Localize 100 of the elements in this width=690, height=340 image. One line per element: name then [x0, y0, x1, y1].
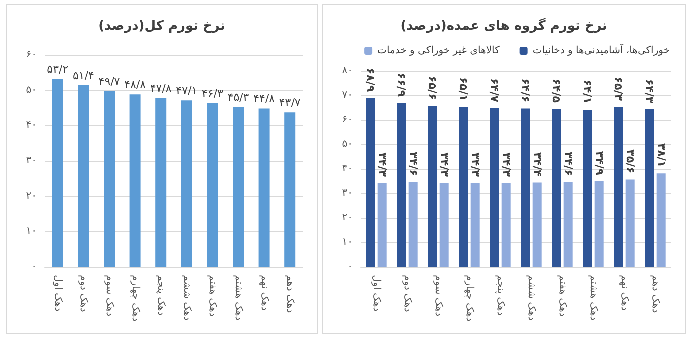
- bar: [408, 182, 418, 267]
- y-tick-label: ۱۰: [342, 237, 353, 248]
- y-tick-label: ۳۰: [26, 156, 37, 166]
- bar: [284, 112, 296, 267]
- bar: [532, 182, 542, 267]
- y-tick-label: ۸۰: [342, 66, 353, 76]
- bar: [521, 108, 530, 267]
- bar: [564, 182, 573, 267]
- bar: [397, 103, 406, 267]
- x-tick-label: دهک پنجم: [156, 275, 167, 316]
- bar: [52, 79, 64, 267]
- chart-title: نرخ تورم کل(درصد): [98, 19, 226, 34]
- x-tick-label: دهک اول: [371, 275, 382, 312]
- data-label: ۳۸/۱: [654, 143, 668, 168]
- data-label: ۴۷/۸: [150, 82, 172, 96]
- bar: [366, 98, 376, 267]
- y-tick-label: ۴۰: [26, 120, 37, 132]
- data-label: ۶۶/۹: [395, 72, 408, 98]
- data-label: ۶۸/۹: [364, 68, 378, 92]
- y-tick-label: ۷۰: [342, 90, 353, 101]
- y-tick-label: ۱۰: [26, 226, 37, 238]
- bar: [181, 100, 192, 267]
- x-tick-label: دهک ششم: [526, 275, 537, 321]
- data-label: ۳۴/۴: [530, 152, 544, 177]
- data-label: ۶۵/۶: [426, 76, 440, 100]
- x-tick-label: دهک دهم: [650, 275, 661, 314]
- bar: [104, 91, 115, 267]
- y-tick-label: ۰: [32, 262, 37, 272]
- bar: [156, 98, 167, 267]
- data-label: ۳۴/۹: [592, 151, 606, 176]
- bar: [490, 108, 500, 267]
- y-tick-label: ۴۰: [342, 164, 353, 174]
- data-label: ۳۴/۳: [438, 152, 451, 178]
- x-tick-label: دهک دهم: [284, 275, 296, 314]
- x-tick-label: دهک هشتم: [588, 275, 599, 321]
- y-tick-label: ۲۰: [342, 212, 353, 224]
- data-label: ۶۴/۷: [488, 78, 502, 103]
- data-label: ۴۵/۳: [228, 90, 250, 104]
- data-label: ۵۱/۴: [72, 69, 95, 82]
- x-tick-label: دهک هشتم: [233, 275, 244, 321]
- bar: [552, 108, 562, 267]
- y-tick-label: ۶۰: [342, 114, 353, 126]
- x-tick-label: دهک اول: [52, 275, 64, 312]
- data-label: ۴۳/۷: [279, 96, 301, 110]
- data-label: ۴۹/۷: [98, 75, 120, 88]
- data-label: ۳۴/۳: [468, 152, 482, 178]
- bar: [459, 108, 468, 267]
- bar: [130, 94, 141, 267]
- data-label: ۶۴/۵: [550, 78, 564, 104]
- data-label: ۴۸/۸: [124, 78, 146, 92]
- bar: [656, 174, 666, 267]
- x-tick-label: دهک نهم: [619, 275, 630, 311]
- y-tick-label: ۵۰: [26, 84, 37, 96]
- bar: [207, 103, 218, 267]
- data-label: ۶۴/۱: [581, 80, 594, 104]
- data-label: ۳۴/۳: [500, 152, 513, 178]
- y-tick-label: ۶۰: [26, 50, 37, 60]
- data-label: ۳۴/۳: [376, 152, 389, 178]
- x-tick-label: دهک هفتم: [557, 275, 568, 317]
- y-tick-label: ۰: [348, 262, 353, 272]
- bar: [645, 109, 654, 267]
- data-label: ۶۵/۳: [612, 76, 626, 102]
- y-tick-label: ۳۰: [342, 188, 353, 199]
- x-tick-label: دهک سوم: [433, 275, 444, 317]
- x-tick-label: دهک سوم: [104, 275, 115, 317]
- legend-label: خوراکی‌ها، آشامیدنی‌ها و دخانیات: [532, 44, 670, 56]
- bar: [470, 182, 480, 267]
- bar: [440, 182, 449, 267]
- x-tick-label: دهک دوم: [78, 275, 90, 312]
- y-tick-label: ۵۰: [342, 139, 353, 150]
- bar: [626, 180, 635, 267]
- bar: [583, 110, 592, 267]
- bar: [614, 107, 624, 267]
- chart-title: نرخ تورم گروه های عمده(درصد): [400, 18, 608, 34]
- data-label: ۴۶/۳: [202, 87, 224, 100]
- data-label: ۵۳/۲: [47, 63, 69, 76]
- x-tick-label: دهک هفتم: [207, 275, 218, 317]
- legend-label: کالاهای غیر خوراکی و خدمات: [378, 46, 500, 56]
- bar: [233, 106, 244, 267]
- bar: [594, 181, 604, 267]
- bar: [502, 182, 511, 267]
- x-tick-label: دهک دوم: [402, 275, 413, 312]
- data-label: ۳۴/۶: [406, 152, 420, 176]
- data-label: ۴۴/۸: [254, 92, 276, 106]
- data-label: ۶۴/۶: [519, 78, 532, 103]
- data-label: ۴۷/۱: [176, 84, 198, 98]
- data-label: ۶۴/۳: [643, 79, 656, 104]
- x-tick-label: دهک ششم: [181, 275, 192, 321]
- bar: [428, 106, 438, 267]
- x-tick-label: دهک چهارم: [464, 275, 475, 322]
- x-tick-label: دهک پنجم: [495, 275, 506, 316]
- x-tick-label: دهک نهم: [258, 275, 270, 311]
- x-tick-label: دهک چهارم: [130, 275, 141, 322]
- bar: [378, 182, 387, 267]
- data-label: ۶۵/۱: [457, 77, 470, 102]
- data-label: ۳۴/۶: [562, 152, 575, 176]
- y-tick-label: ۲۰: [26, 190, 37, 202]
- bar: [78, 85, 90, 267]
- data-label: ۳۵/۶: [624, 150, 637, 174]
- bar: [258, 108, 270, 267]
